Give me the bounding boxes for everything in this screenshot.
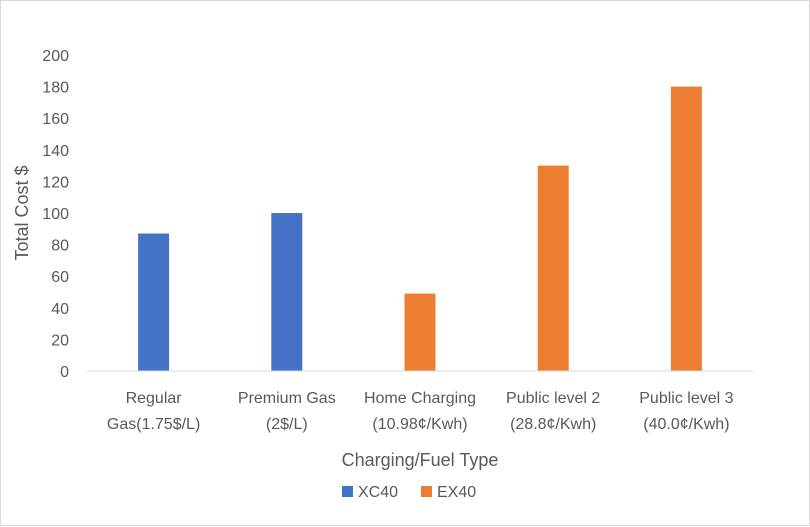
y-tick-label: 40: [51, 301, 69, 318]
x-category-label: (10.98¢/Kwh): [372, 416, 467, 433]
y-tick-label: 0: [60, 364, 69, 381]
bar-ex40-4: [670, 86, 702, 371]
x-category-label: Gas(1.75$/L): [107, 416, 200, 433]
x-category-label: Public level 2: [506, 390, 600, 407]
legend-label-xc40: XC40: [358, 484, 398, 501]
y-tick-label: 200: [42, 48, 69, 65]
x-category-label: (28.8¢/Kwh): [510, 416, 596, 433]
y-tick-label: 80: [51, 238, 69, 255]
legend-swatch-xc40: [342, 486, 353, 497]
x-category-label: Premium Gas: [238, 390, 336, 407]
x-category-label: Regular: [126, 390, 183, 407]
y-tick-label: 100: [42, 206, 69, 223]
x-category-label: Public level 3: [639, 390, 733, 407]
y-axis-title: Total Cost $: [12, 165, 32, 260]
legend-label-ex40: EX40: [437, 484, 476, 501]
x-axis-title: Charging/Fuel Type: [342, 450, 499, 470]
x-category-label: (2$/L): [266, 416, 308, 433]
y-tick-label: 60: [51, 269, 69, 286]
legend-swatch-ex40: [421, 486, 432, 497]
y-tick-label: 140: [42, 143, 69, 160]
x-category-label: (40.0¢/Kwh): [643, 416, 729, 433]
x-category-label: Home Charging: [364, 390, 476, 407]
legend: XC40 EX40: [342, 484, 476, 501]
y-tick-label: 120: [42, 174, 69, 191]
y-tick-label: 20: [51, 332, 69, 349]
bar-xc40-0: [138, 233, 170, 371]
bar-xc40-1: [271, 213, 303, 371]
y-tick-label: 160: [42, 111, 69, 128]
y-tick-label: 180: [42, 80, 69, 97]
bar-ex40-2: [404, 293, 436, 371]
bar-ex40-3: [537, 165, 569, 371]
